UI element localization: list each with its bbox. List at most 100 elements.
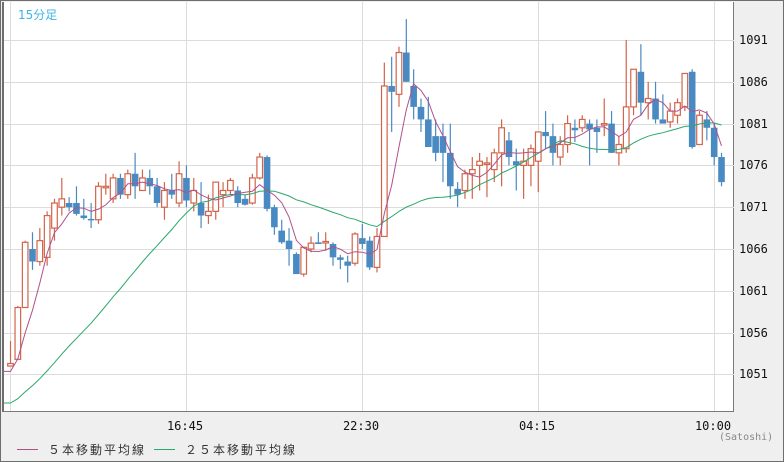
candle	[234, 186, 242, 208]
candle	[168, 173, 176, 199]
candle	[710, 123, 718, 166]
candle	[586, 119, 593, 166]
y-tick-label: 1091	[739, 33, 768, 47]
y-tick-label: 1051	[739, 367, 768, 381]
candle	[483, 157, 491, 198]
y-tick-label: 1071	[739, 200, 768, 214]
candle	[630, 68, 637, 116]
candle	[219, 182, 227, 208]
candle	[468, 157, 476, 199]
candle	[197, 182, 205, 229]
candle	[578, 115, 586, 132]
timeframe-label: 15分足	[18, 8, 58, 22]
y-tick-label: 1086	[739, 75, 768, 89]
y-tick-label: 1081	[739, 117, 768, 131]
ma5-line-swatch	[17, 449, 38, 450]
candle	[117, 173, 124, 199]
candle	[227, 177, 234, 195]
plot-area: 15分足	[2, 2, 734, 412]
candlestick-chart	[4, 2, 734, 411]
candle	[278, 219, 286, 244]
candle	[241, 194, 249, 206]
candle	[80, 198, 88, 220]
candle	[696, 111, 703, 146]
ma25-line-swatch	[154, 449, 175, 450]
candle	[263, 155, 271, 212]
candle	[388, 56, 395, 132]
y-tick-label: 1056	[739, 326, 768, 340]
y-tick-label: 1066	[739, 242, 768, 256]
candle	[7, 340, 14, 367]
candle	[43, 211, 51, 266]
candle	[615, 136, 623, 166]
legend-ma5-label: ５本移動平均線	[48, 443, 147, 457]
candle	[644, 81, 652, 120]
candle	[395, 46, 403, 107]
candle	[718, 152, 725, 187]
candle	[410, 69, 417, 120]
x-tick-label: 16:45	[166, 419, 204, 433]
candle	[146, 169, 154, 195]
candle	[256, 152, 264, 180]
candle	[102, 173, 110, 195]
candle	[359, 223, 366, 249]
candle	[425, 96, 432, 148]
candle	[205, 194, 212, 224]
candle	[520, 148, 527, 199]
candle	[351, 232, 359, 266]
legend-ma25: ２５本移動平均線	[154, 441, 297, 458]
candle	[534, 131, 542, 193]
x-tick-label: 22:30	[342, 419, 380, 433]
y-tick-label: 1061	[739, 284, 768, 298]
candle	[73, 186, 80, 216]
candle	[109, 173, 117, 204]
legend-ma25-label: ２５本移動平均線	[185, 443, 298, 457]
candle	[337, 254, 344, 270]
candle	[271, 204, 278, 235]
candle	[512, 148, 520, 191]
candle	[571, 119, 579, 142]
candle	[490, 148, 498, 183]
candle	[542, 111, 549, 149]
candle	[285, 228, 293, 266]
candle	[593, 119, 601, 153]
candle	[36, 228, 44, 266]
x-tick-label: 10:00	[694, 419, 732, 433]
candle	[139, 169, 146, 192]
candle	[329, 242, 337, 266]
candle	[293, 252, 300, 275]
candle	[600, 98, 608, 137]
legend-ma5: ５本移動平均線	[17, 441, 146, 458]
y-tick-label: 1076	[739, 158, 768, 172]
candle	[175, 161, 183, 208]
candle	[322, 232, 330, 251]
candle	[564, 115, 571, 153]
candle	[439, 123, 447, 183]
candle	[498, 119, 506, 187]
ma5-line	[4, 82, 722, 372]
candle	[183, 165, 190, 208]
candle	[681, 72, 689, 112]
candle	[527, 144, 535, 187]
candle	[95, 182, 102, 224]
candle	[505, 131, 513, 166]
x-tick-label: 04:15	[518, 419, 556, 433]
candle	[300, 246, 308, 277]
candle	[248, 173, 256, 205]
candle	[688, 69, 696, 149]
candle	[344, 255, 351, 283]
candle	[373, 228, 381, 273]
candle	[58, 177, 66, 216]
candle	[417, 98, 425, 132]
candle	[51, 198, 58, 241]
unit-label: (Satoshi)	[719, 432, 774, 443]
candle	[29, 232, 36, 270]
candle	[212, 181, 220, 220]
candle	[87, 203, 95, 229]
candle	[659, 94, 667, 124]
candle	[652, 81, 659, 124]
candle	[432, 119, 439, 162]
candle	[637, 44, 645, 116]
ma25-line	[4, 122, 722, 404]
